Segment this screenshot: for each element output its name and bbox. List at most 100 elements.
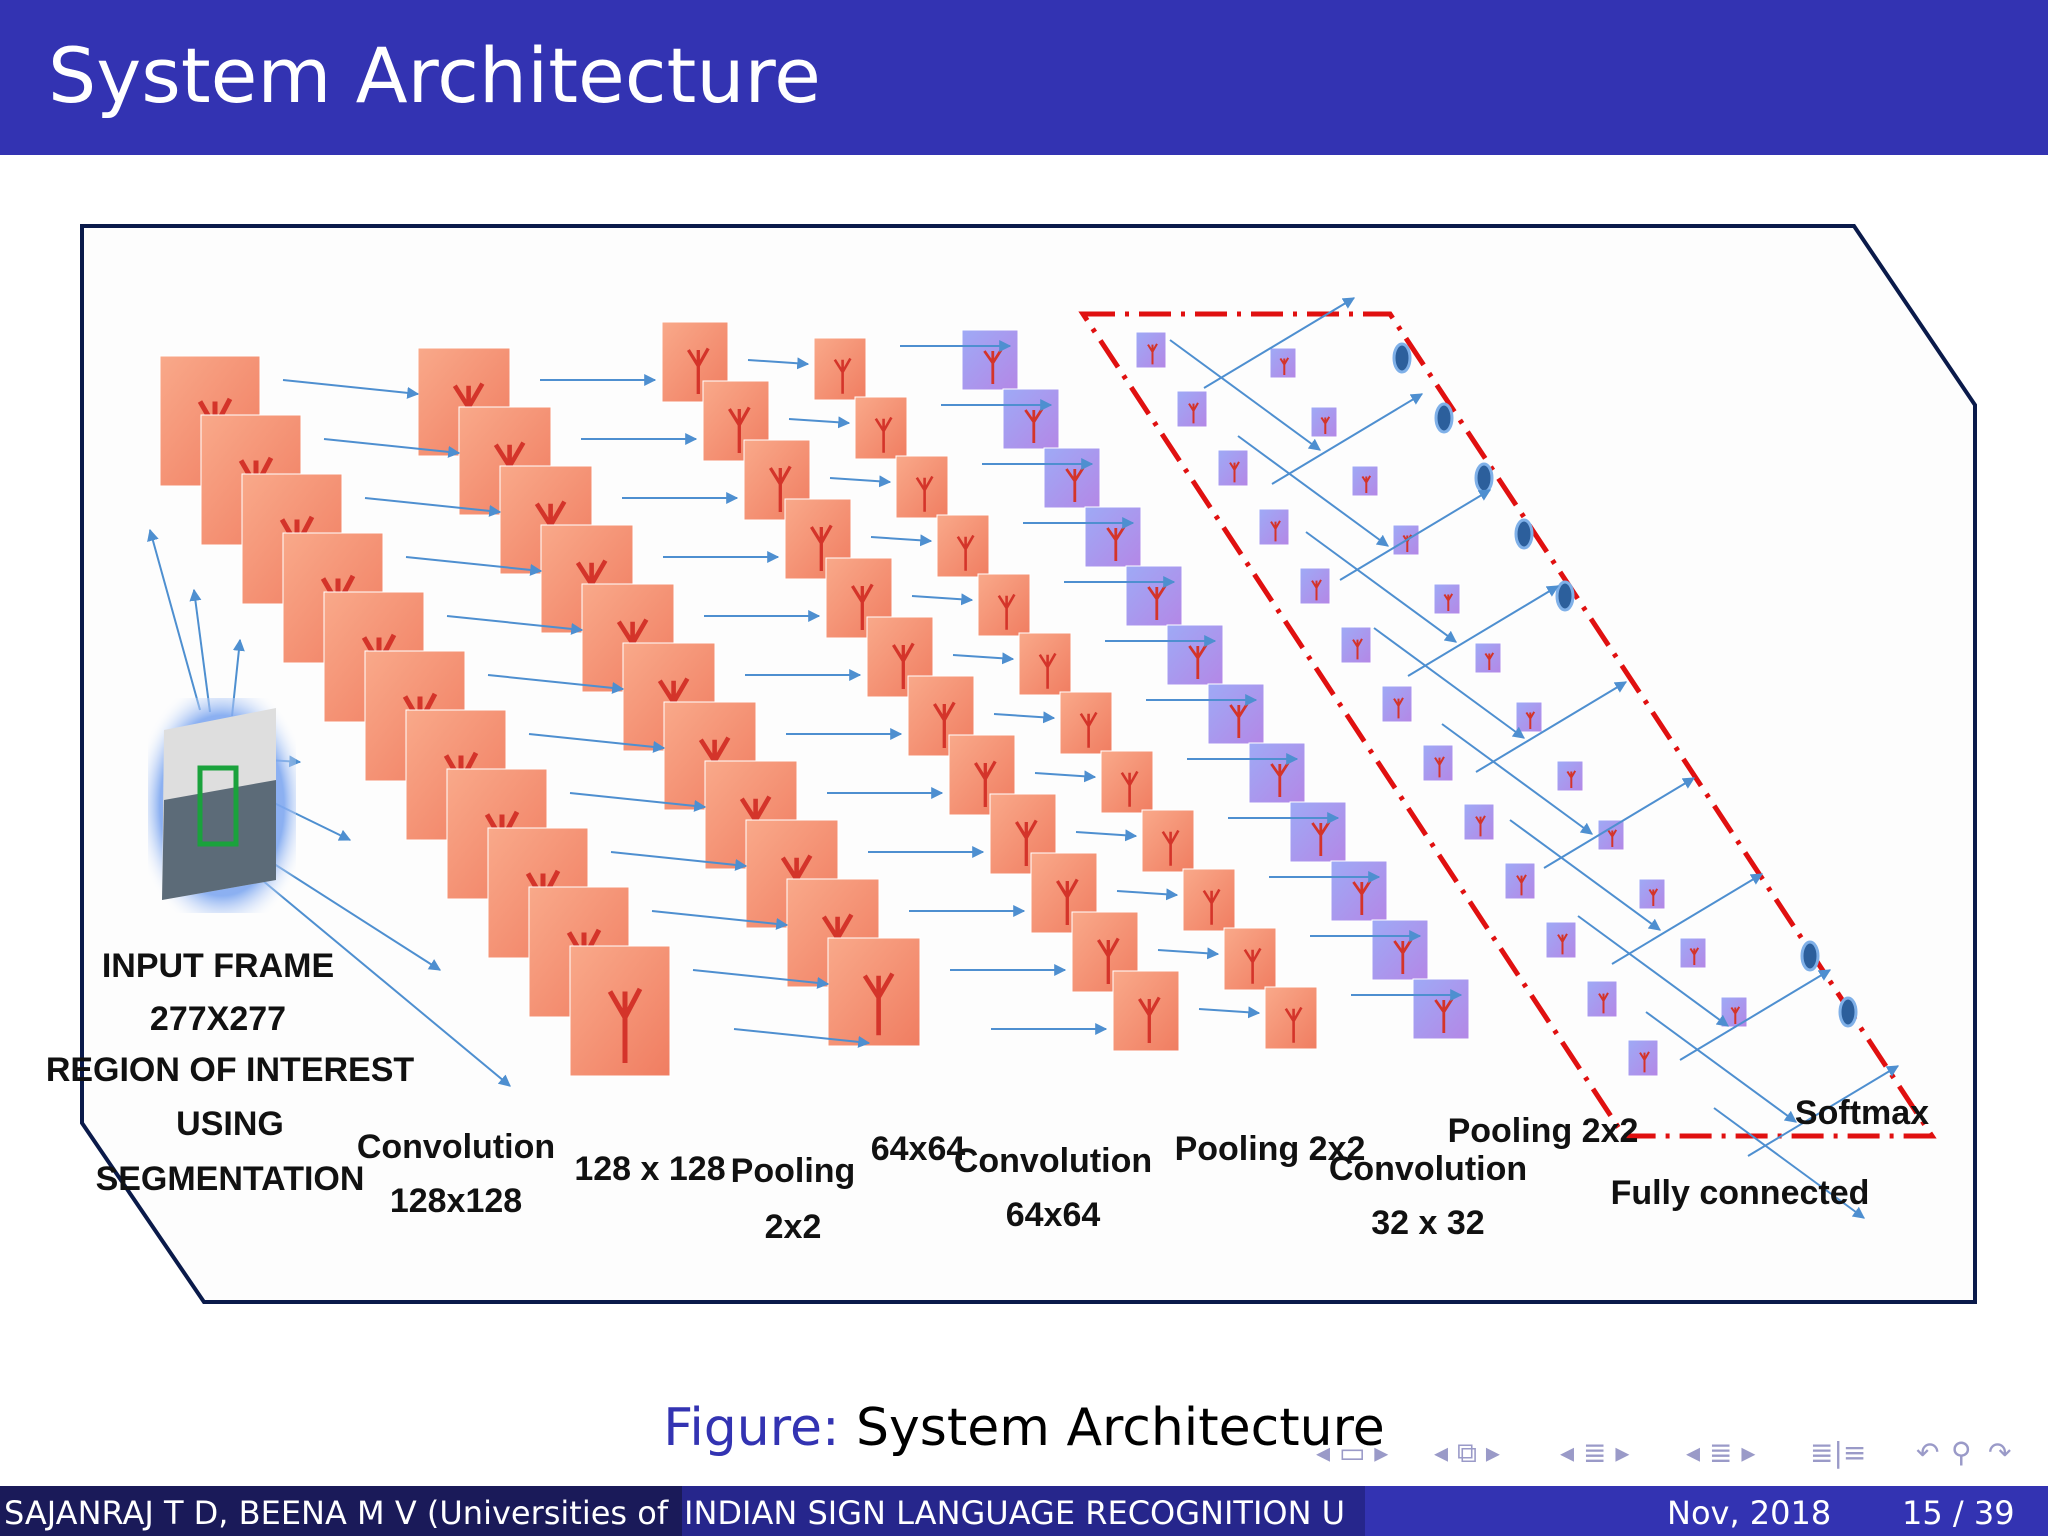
frame-nav-icon[interactable]: ◂ ▭ ▸ <box>1316 1436 1389 1469</box>
caption-text: System Architecture <box>856 1398 1385 1458</box>
fc-connection-arrow <box>1407 585 1560 677</box>
hand-sign-mark <box>1202 888 1221 925</box>
hand-sign-mark <box>1361 475 1372 493</box>
hand-sign-mark <box>1352 880 1372 915</box>
pool2-feature-map <box>1264 986 1318 1050</box>
redo-icon[interactable]: ↷ <box>1988 1436 2012 1469</box>
search-icon[interactable]: ⚲ <box>1951 1436 1972 1469</box>
softmax-label: Softmax <box>1795 1094 1929 1132</box>
fc-connection-arrow <box>1237 435 1389 547</box>
fc-output-node <box>1555 580 1575 612</box>
conv2-to-pool2-arrow <box>952 652 1015 665</box>
fc-connection-arrow <box>1475 681 1628 773</box>
conv1-label-1: Convolution <box>357 1128 555 1166</box>
hand-sign-mark <box>1311 821 1331 856</box>
pool1-label-2: 2x2 <box>765 1208 822 1246</box>
hand-sign-mark <box>1096 937 1120 984</box>
pool3-mini-map <box>1310 406 1338 438</box>
fc-output-node <box>1514 518 1534 550</box>
undo-icon[interactable]: ↶ <box>1916 1436 1940 1469</box>
hand-sign-mark <box>973 760 997 807</box>
hand-sign-mark <box>1557 933 1568 955</box>
hand-sign-mark <box>1639 1051 1650 1073</box>
hand-sign-mark <box>686 347 710 394</box>
fc-output-node <box>1474 462 1494 494</box>
footer-page: 15 / 39 <box>1902 1494 2015 1532</box>
align-icon[interactable]: ≣|≡ <box>1810 1436 1867 1469</box>
hand-sign-mark <box>1434 756 1445 778</box>
fully-connected-label: Fully connected <box>1611 1174 1870 1212</box>
hand-sign-mark <box>956 534 975 571</box>
section-nav-icon[interactable]: ◂ ⧉ ▸ <box>1434 1436 1500 1469</box>
conv2-to-pool2-arrow <box>747 357 810 370</box>
conv1-label-2: 128x128 <box>390 1182 522 1220</box>
fc-connection-arrow <box>1679 969 1832 1061</box>
conv2-to-pool2-arrow <box>829 475 892 488</box>
conv2-label-2: 64x64 <box>1006 1196 1101 1234</box>
hand-sign-mark <box>1147 585 1167 620</box>
conv2-label-1: Convolution <box>954 1142 1152 1180</box>
footer-date: Nov, 2018 <box>1667 1494 1832 1532</box>
size-128-label: 128 x 128 <box>574 1150 725 1188</box>
conv1-to-pool1-arrow <box>364 497 502 517</box>
hand-sign-mark <box>983 349 1003 384</box>
conv3-label-2: 32 x 32 <box>1371 1204 1484 1242</box>
hand-sign-mark <box>850 583 874 630</box>
figure-caption: Figure: System Architecture <box>0 1398 2048 1458</box>
conv3-mini-map <box>1545 921 1577 959</box>
footer-authors-box: SAJANRAJ T D, BEENA M V (Universities of <box>0 1486 682 1536</box>
hand-sign-mark <box>1229 703 1249 738</box>
size-64-label: 64x64 <box>871 1130 966 1168</box>
hand-sign-mark <box>1065 467 1085 502</box>
input-arrow <box>267 859 442 971</box>
hand-sign-mark <box>1689 947 1700 965</box>
hand-sign-mark <box>1393 697 1404 719</box>
hand-sign-mark <box>915 475 934 512</box>
fc-connection-arrow <box>1271 393 1424 485</box>
fc-connection-arrow <box>1645 1011 1797 1123</box>
hand-sign-mark <box>1434 998 1454 1033</box>
hand-sign-mark <box>1311 579 1322 601</box>
subsection-nav-icon[interactable]: ◂ ≣ ▸ <box>1560 1436 1630 1469</box>
pool3-mini-map <box>1679 937 1707 969</box>
conv1-to-pool1-arrow <box>610 851 748 871</box>
hand-sign-mark <box>1229 461 1240 483</box>
hand-sign-mark <box>1038 652 1057 689</box>
conv1-to-pool1-arrow <box>651 910 789 930</box>
hand-sign-mark <box>1566 770 1577 788</box>
hand-sign-mark <box>1730 1006 1741 1024</box>
fc-connection-arrow <box>1509 819 1661 931</box>
hand-sign-mark <box>932 701 956 748</box>
hand-sign-mark <box>1279 357 1290 375</box>
hand-sign-mark <box>607 987 643 1063</box>
hand-sign-mark <box>1475 815 1486 837</box>
input-arrow <box>189 588 211 713</box>
hand-sign-mark <box>1607 829 1618 847</box>
conv2-to-pool2-arrow <box>911 593 974 606</box>
hand-sign-mark <box>1516 874 1527 896</box>
hand-sign-mark <box>809 524 833 571</box>
hand-sign-mark <box>1024 408 1044 443</box>
slide-title: System Architecture <box>48 31 821 120</box>
hand-sign-mark <box>1284 1006 1303 1043</box>
input-arrow <box>261 879 511 1087</box>
slide-nav-icon[interactable]: ◂ ≣ ▸ <box>1686 1436 1756 1469</box>
hand-sign-mark <box>1055 878 1079 925</box>
hand-sign-mark <box>1525 711 1536 729</box>
hand-sign-mark <box>833 357 852 394</box>
conv3-label-1: Convolution <box>1329 1150 1527 1188</box>
hand-sign-mark <box>1484 652 1495 670</box>
input-frame <box>148 698 296 913</box>
hand-sign-mark <box>1079 711 1098 748</box>
hand-sign-mark <box>1188 402 1199 424</box>
conv1-to-pool1-arrow <box>487 674 625 694</box>
pool2-label: Pooling 2x2 <box>1175 1130 1366 1168</box>
footer: SAJANRAJ T D, BEENA M V (Universities of… <box>0 1486 2048 1536</box>
input-label-3: REGION OF INTEREST <box>46 1051 415 1089</box>
footer-info-box: Nov, 2018 15 / 39 <box>1365 1486 2048 1536</box>
fc-connection-arrow <box>1543 777 1696 869</box>
hand-sign-mark <box>1270 520 1281 542</box>
roi-box <box>197 765 239 847</box>
hand-sign-mark <box>1243 947 1262 984</box>
hand-sign-mark <box>1443 593 1454 611</box>
